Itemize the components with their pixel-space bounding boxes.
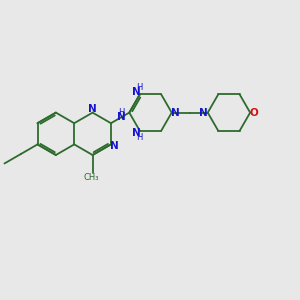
Text: N: N	[117, 112, 125, 122]
Text: N: N	[171, 108, 180, 118]
Text: N: N	[88, 104, 97, 114]
Text: N: N	[132, 87, 141, 97]
Text: CH₃: CH₃	[83, 172, 99, 182]
Text: H: H	[136, 133, 142, 142]
Text: H: H	[118, 108, 124, 117]
Text: O: O	[250, 108, 259, 118]
Text: H: H	[136, 83, 142, 92]
Text: N: N	[199, 108, 208, 118]
Text: N: N	[110, 141, 119, 151]
Text: N: N	[132, 128, 141, 138]
